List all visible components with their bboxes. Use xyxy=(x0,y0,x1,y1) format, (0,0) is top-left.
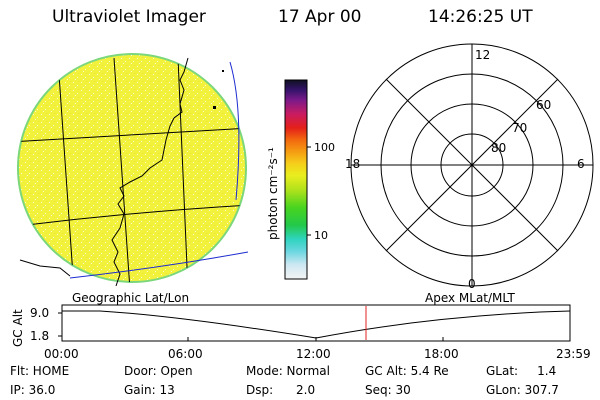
y-tick-label-1.8: 1.8 xyxy=(30,329,49,343)
colorbar-label-100: 100 xyxy=(314,141,335,154)
lat-label-80: 80 xyxy=(491,141,506,155)
info-door: Door: Open xyxy=(124,364,193,378)
altitude-curve xyxy=(62,310,571,339)
x-tick-label-18: 18:00 xyxy=(424,347,459,361)
info-seq: Seq: 30 xyxy=(365,383,411,397)
lat-label-60: 60 xyxy=(536,98,551,112)
lat-lon-grid xyxy=(18,57,246,282)
apex-label: Apex MLat/MLT xyxy=(425,291,515,305)
info-gc-alt: GC Alt: 5.4 Re xyxy=(365,364,449,378)
info-glon: GLon: 307.7 xyxy=(486,383,559,397)
earth-disk xyxy=(17,53,247,283)
info-ip: IP: 36.0 xyxy=(10,383,55,397)
info-gain: Gain: 13 xyxy=(124,383,175,397)
info-glat: GLat: 1.4 xyxy=(486,364,556,378)
colorbar-unit-label: photon cm⁻²s⁻¹ xyxy=(266,147,280,240)
mlt-label-6: 6 xyxy=(577,157,585,171)
y-tick-label-9: 9.0 xyxy=(30,306,49,320)
gc-alt-axis-label: GC Alt xyxy=(11,309,25,347)
date-label: 17 Apr 00 xyxy=(278,7,362,27)
mlt-label-12: 12 xyxy=(475,48,490,62)
x-tick-label-00: 00:00 xyxy=(44,347,79,361)
geographic-label: Geographic Lat/Lon xyxy=(72,291,189,305)
coastline xyxy=(111,57,189,287)
marker-dot-2 xyxy=(222,70,224,72)
marker-dot xyxy=(213,106,216,109)
coastline-south xyxy=(19,259,71,277)
colorbar-label-10: 10 xyxy=(314,229,328,242)
mlt-label-0: 0 xyxy=(468,277,476,291)
info-panel: Flt: HOME Door: Open Mode: Normal GC Alt… xyxy=(10,364,559,397)
terminator-line xyxy=(69,251,249,279)
info-filter: Flt: HOME xyxy=(10,364,69,378)
x-tick-label-2359: 23:59 xyxy=(556,347,591,361)
colorbar-scale xyxy=(284,79,308,280)
x-tick-label-12: 12:00 xyxy=(296,347,331,361)
polar-diagonal-2 xyxy=(385,78,559,252)
colorbar: 100 10 photon cm⁻²s⁻¹ xyxy=(266,79,335,280)
timeline-panel xyxy=(58,304,571,342)
lat-label-70: 70 xyxy=(512,121,527,135)
time-label: 14:26:25 UT xyxy=(428,7,533,27)
info-mode: Mode: Normal xyxy=(246,364,330,378)
app-title: Ultraviolet Imager xyxy=(52,7,206,27)
info-dsp: Dsp: 2.0 xyxy=(246,383,315,397)
earth-image xyxy=(17,53,249,287)
limb-arc xyxy=(229,61,240,201)
x-tick-label-06: 06:00 xyxy=(168,347,203,361)
mlt-label-18: 18 xyxy=(345,157,360,171)
polar-plot xyxy=(350,43,594,287)
timeline-frame xyxy=(61,304,571,342)
